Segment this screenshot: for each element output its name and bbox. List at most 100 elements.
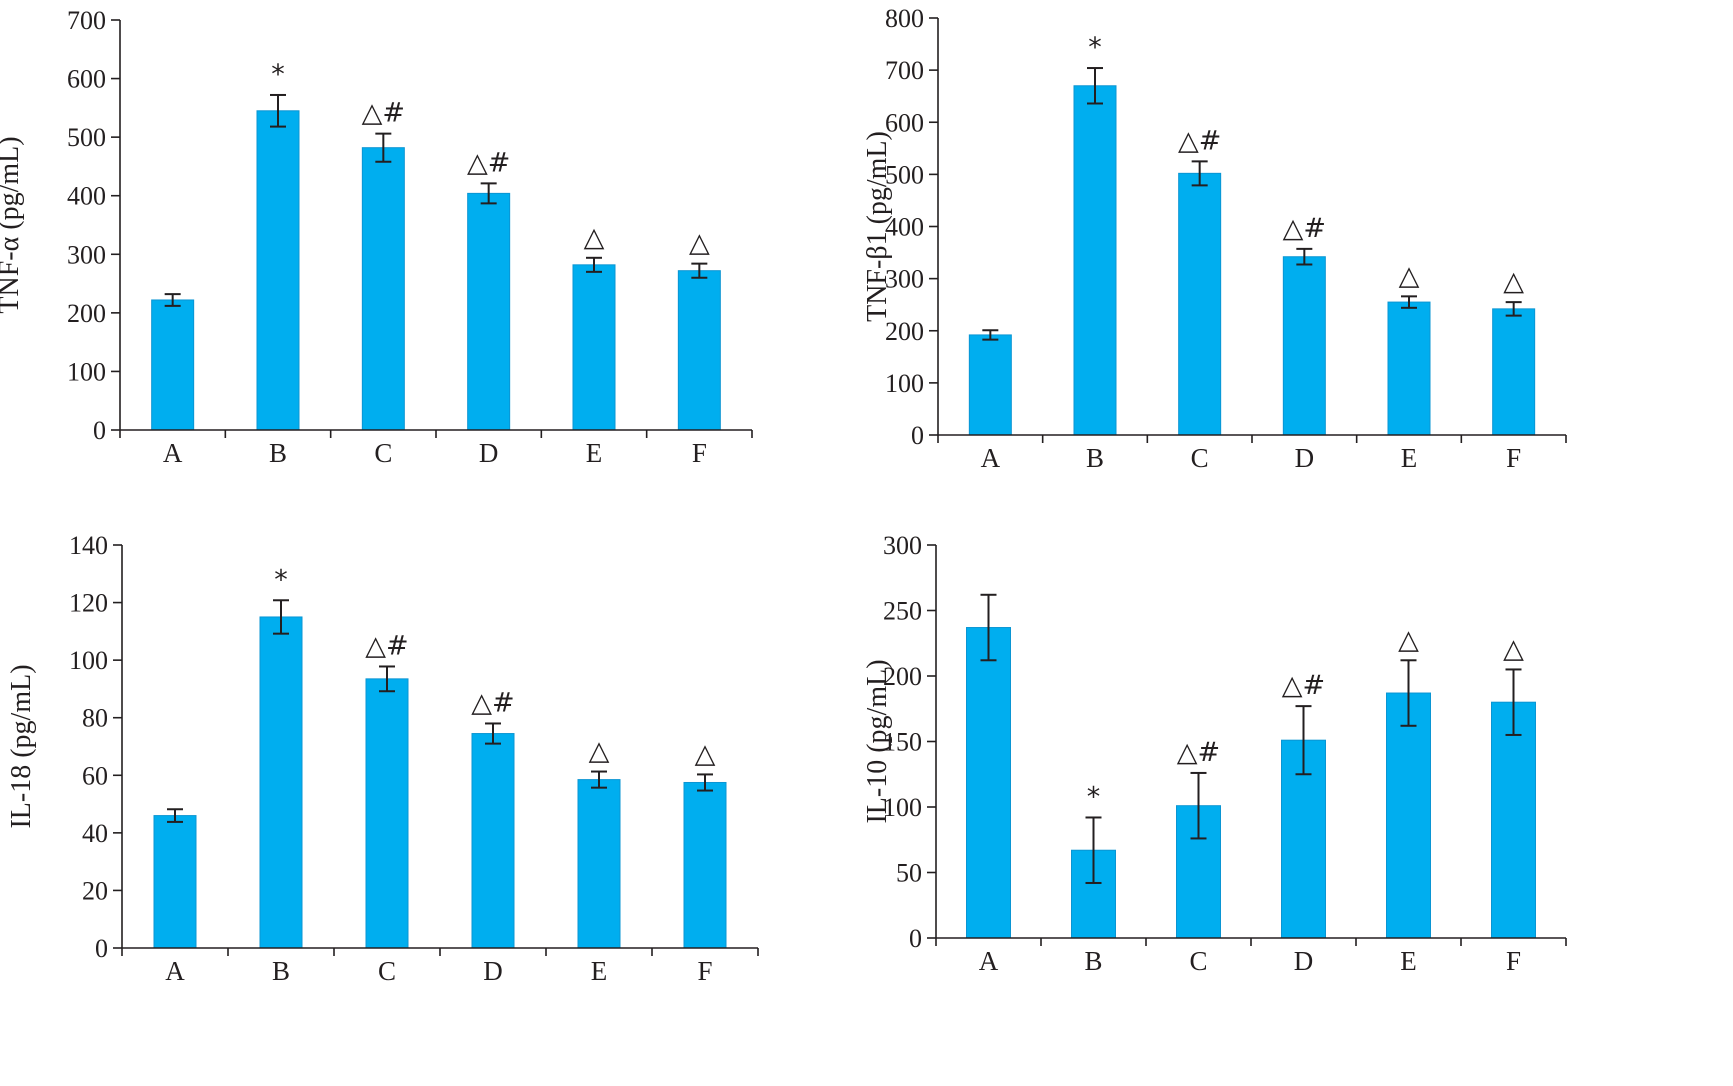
x-tick-label: A: [165, 956, 185, 986]
y-tick-label: 0: [93, 416, 106, 445]
y-tick-label: 100: [883, 793, 922, 822]
x-tick-label: B: [1084, 946, 1102, 976]
error-bar-A: [982, 329, 999, 341]
x-tick-label: C: [374, 438, 392, 468]
significance-label: *: [271, 59, 285, 90]
bar-B: [1073, 85, 1117, 436]
chart-svg: * △# △# △ △ 0 100 200 300 400 500 600 700 A B C D E F TNF-α…: [0, 6, 753, 468]
significance-label: △: [584, 222, 605, 253]
x-tick-label: E: [1401, 443, 1418, 473]
bar-A: [153, 815, 197, 949]
error-bar-D: [1295, 705, 1312, 776]
bar-A: [968, 334, 1012, 436]
significance-label: △: [1503, 633, 1524, 664]
bar-C: [1178, 172, 1222, 436]
y-axis-label: TNF-β1 (pg/mL): [862, 131, 893, 322]
error-bar-D: [1296, 247, 1313, 266]
y-tick-label: 0: [909, 924, 922, 953]
x-tick-label: D: [479, 438, 499, 468]
x-tick-label: E: [591, 956, 608, 986]
x-tick-label: B: [272, 956, 290, 986]
bar-D: [467, 192, 511, 431]
error-bar-F: [697, 773, 713, 792]
error-bar-C: [375, 132, 392, 163]
error-bar-E: [1400, 659, 1417, 727]
significance-label: △: [689, 228, 710, 259]
significance-label: △#: [1282, 670, 1325, 701]
error-bar-F: [1505, 301, 1522, 317]
y-tick-label: 200: [67, 299, 106, 328]
y-tick-label: 50: [896, 859, 922, 888]
error-bar-B: [1085, 816, 1102, 884]
bar-E: [577, 779, 621, 949]
chart-svg: * △# △# △ △ 0 20 40 60 80 100 120 140 A B C D E F IL-18 (pg…: [6, 531, 759, 986]
bar-E: [572, 264, 616, 431]
bar-A: [151, 299, 195, 431]
x-tick-label: C: [1189, 946, 1207, 976]
significance-label: △: [695, 738, 716, 769]
bar-B: [259, 616, 303, 949]
x-tick-label: D: [1295, 443, 1315, 473]
significance-label: △#: [467, 147, 510, 178]
y-tick-label: 600: [67, 65, 106, 94]
bar-E: [1386, 692, 1431, 939]
error-bar-A: [980, 593, 997, 662]
error-bar-C: [1190, 771, 1207, 840]
x-tick-label: F: [1506, 946, 1521, 976]
error-bar-D: [480, 182, 497, 205]
bar-C: [365, 678, 409, 949]
y-tick-label: 800: [885, 4, 924, 33]
y-tick-label: 500: [67, 123, 106, 152]
x-tick-label: A: [979, 946, 999, 976]
y-tick-label: 140: [69, 531, 108, 560]
error-bar-C: [1191, 160, 1208, 187]
y-tick-label: 400: [67, 182, 106, 211]
x-tick-label: D: [483, 956, 503, 986]
error-bar-E: [586, 256, 602, 273]
bar-F: [1492, 308, 1536, 436]
x-tick-label: C: [378, 956, 396, 986]
x-tick-label: C: [1191, 443, 1209, 473]
error-bar-F: [1505, 668, 1522, 736]
x-tick-label: F: [1506, 443, 1521, 473]
significance-label: △: [1398, 624, 1419, 655]
y-tick-label: 20: [82, 876, 108, 905]
error-bar-D: [485, 722, 501, 745]
significance-label: *: [1087, 781, 1101, 812]
bar-C: [361, 147, 405, 431]
y-tick-label: 0: [95, 934, 108, 963]
x-tick-label: B: [1086, 443, 1104, 473]
bar-F: [677, 270, 721, 431]
significance-label: *: [274, 564, 288, 595]
y-tick-label: 100: [69, 646, 108, 675]
y-tick-label: 40: [82, 819, 108, 848]
x-tick-label: D: [1294, 946, 1314, 976]
chart-panel-il-18: * △# △# △ △ 0 20 40 60 80 100 120 140 A B C D E F IL-18 (pg…: [0, 531, 866, 1086]
y-tick-label: 250: [883, 597, 922, 626]
y-tick-label: 80: [82, 704, 108, 733]
x-tick-label: A: [981, 443, 1001, 473]
chart-svg: * △# △# △ △ 0 50 100 150 200 250 300 A B C D E F IL-10 (pg…: [862, 531, 1567, 976]
x-tick-label: F: [697, 956, 712, 986]
significance-label: △: [1503, 266, 1524, 297]
x-tick-label: B: [269, 438, 287, 468]
y-tick-label: 100: [885, 369, 924, 398]
significance-label: △#: [471, 687, 514, 718]
error-bar-E: [1401, 295, 1417, 309]
error-bar-B: [1087, 67, 1103, 105]
bar-A: [966, 627, 1011, 939]
x-tick-label: F: [692, 438, 707, 468]
x-tick-label: E: [1400, 946, 1417, 976]
x-tick-label: A: [163, 438, 183, 468]
y-tick-label: 400: [885, 213, 924, 242]
y-tick-label: 300: [67, 240, 106, 269]
error-bar-B: [273, 599, 289, 635]
y-tick-label: 600: [885, 108, 924, 137]
y-axis-label: IL-10 (pg/mL): [862, 659, 893, 823]
bar-D: [471, 733, 515, 949]
y-tick-label: 700: [885, 56, 924, 85]
y-tick-label: 300: [883, 531, 922, 560]
bar-F: [683, 781, 727, 949]
significance-label: △#: [365, 630, 408, 661]
y-tick-label: 60: [82, 761, 108, 790]
